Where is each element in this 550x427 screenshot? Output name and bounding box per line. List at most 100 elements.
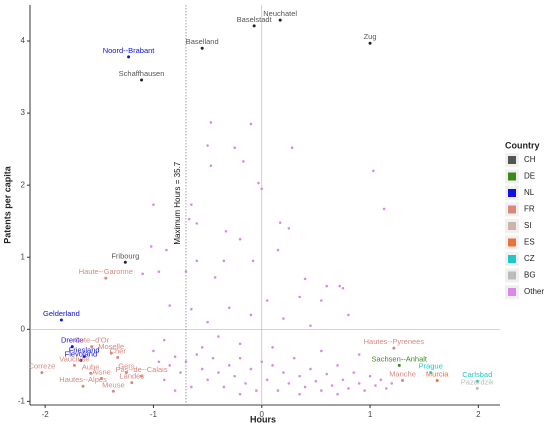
point (70, 345, 74, 349)
point (184, 360, 188, 364)
point (162, 378, 166, 382)
point (124, 371, 128, 375)
point (371, 169, 375, 173)
legend-label: BG (524, 271, 536, 280)
x-tick-label: 2 (476, 410, 481, 419)
point (390, 382, 394, 385)
point-label: Cote--d'Or (74, 336, 109, 345)
point (213, 276, 217, 279)
point (168, 304, 172, 307)
point (257, 181, 260, 185)
point (260, 360, 264, 364)
point (265, 299, 269, 302)
point-label: Pazardzik (461, 377, 494, 386)
point (195, 353, 199, 356)
point (149, 245, 153, 248)
point-label: Hautes--Alpes (59, 375, 107, 384)
point (368, 41, 372, 45)
point (209, 164, 213, 168)
point (392, 346, 396, 350)
legend-label: NL (524, 188, 535, 197)
point (303, 385, 307, 389)
point (217, 371, 220, 374)
point-label: Baselland (186, 37, 219, 46)
point (152, 349, 155, 353)
point-label: Schaffhausen (119, 69, 165, 78)
point (347, 387, 350, 390)
x-axis-label: Hours (250, 414, 276, 424)
point (290, 146, 294, 150)
point (40, 371, 44, 375)
point (320, 349, 323, 353)
point (173, 389, 177, 392)
point (325, 372, 329, 376)
point (325, 284, 329, 288)
point (320, 389, 323, 392)
point-label: Zug (364, 32, 377, 41)
point (278, 221, 282, 224)
point-label: Neuchatel (263, 9, 297, 18)
point-label: Gelderland (43, 309, 80, 318)
point-label: Prague (419, 362, 443, 371)
point (282, 317, 285, 320)
point (352, 371, 356, 374)
point (303, 277, 307, 281)
point (168, 364, 172, 367)
point (287, 227, 291, 230)
point (116, 355, 120, 359)
point (336, 392, 339, 396)
y-tick-label: -1 (18, 397, 26, 406)
x-tick-label: -1 (150, 410, 158, 419)
point (401, 378, 405, 382)
point (141, 272, 144, 276)
legend-key (508, 205, 516, 214)
point (330, 384, 334, 387)
point (363, 389, 366, 392)
point (309, 367, 312, 371)
point (227, 364, 231, 367)
point (72, 363, 76, 367)
point (384, 387, 388, 390)
point (278, 18, 282, 22)
point (249, 313, 253, 317)
point (79, 358, 83, 362)
point (252, 24, 256, 28)
point (341, 286, 345, 290)
point (265, 378, 269, 382)
point (357, 382, 361, 385)
point (206, 320, 209, 324)
point (227, 306, 231, 310)
point (165, 248, 168, 252)
point (271, 364, 274, 367)
legend-label: DE (524, 172, 535, 181)
point-label: Manche (389, 369, 416, 378)
legend-label: CH (524, 155, 536, 164)
y-tick-label: 0 (21, 324, 26, 333)
point (127, 55, 131, 59)
point (475, 379, 479, 383)
point (338, 284, 342, 288)
point (152, 203, 155, 206)
point (238, 392, 242, 396)
point (397, 363, 401, 367)
point (140, 374, 144, 378)
point-label: Aisne (92, 367, 111, 376)
point (162, 338, 166, 342)
legend-title: Country (505, 140, 540, 150)
point-label: Moselle (98, 342, 124, 351)
point (99, 376, 103, 380)
point (222, 385, 226, 389)
point (109, 351, 113, 355)
point (200, 346, 204, 349)
point (298, 295, 301, 299)
point (190, 307, 193, 311)
legend-label: CZ (524, 254, 535, 263)
point-label: Haute--Garonne (79, 267, 133, 276)
point (320, 299, 323, 302)
point (238, 237, 242, 241)
point-label: Drente (61, 336, 84, 345)
point (123, 260, 127, 264)
point (81, 384, 85, 388)
point (298, 374, 301, 378)
